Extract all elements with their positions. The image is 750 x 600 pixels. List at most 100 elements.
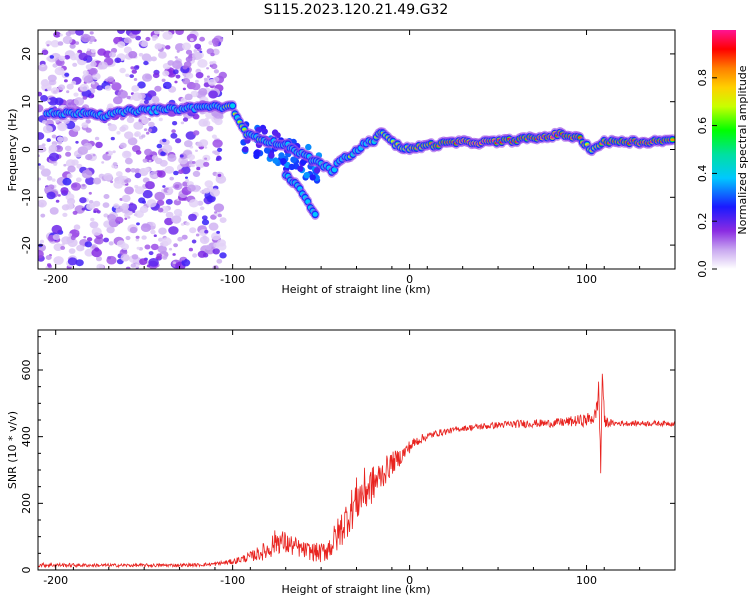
noise-speck (85, 177, 95, 185)
noise-speck (150, 243, 159, 251)
noise-speck (193, 130, 200, 136)
noise-speck (102, 202, 110, 208)
noise-speck (135, 150, 142, 155)
noise-speck (131, 92, 143, 101)
noise-speck (141, 235, 147, 240)
noise-speck (63, 163, 67, 167)
spectral-blob (297, 165, 304, 172)
noise-speck (191, 82, 201, 91)
noise-speck (57, 194, 61, 197)
noise-speck (185, 179, 190, 183)
noise-speck (146, 131, 150, 135)
noise-speck (178, 169, 184, 174)
noise-speck (42, 125, 53, 134)
noise-speck (157, 44, 162, 49)
noise-speck (195, 159, 206, 169)
noise-speck (107, 76, 115, 82)
spectral-ridge (331, 167, 337, 173)
noise-speck (145, 56, 153, 62)
x-tick-label: -100 (220, 273, 245, 286)
noise-speck (206, 67, 210, 70)
noise-speck (81, 122, 89, 128)
noise-speck (125, 235, 131, 241)
noise-speck (124, 131, 134, 140)
spectrogram-y-label: Frequency (Hz) (6, 109, 19, 192)
noise-speck (124, 179, 129, 183)
noise-speck (157, 245, 167, 254)
noise-speck (60, 245, 66, 250)
noise-speck (89, 31, 94, 35)
y-tick-label: 200 (20, 493, 33, 514)
noise-speck (195, 149, 198, 152)
noise-speck (84, 241, 93, 248)
noise-speck (48, 144, 58, 153)
noise-speck (139, 205, 149, 214)
noise-speck (113, 96, 123, 105)
noise-speck (216, 156, 222, 161)
noise-speck (185, 72, 194, 79)
noise-speck (57, 122, 68, 132)
colorbar: 0.0 0.2 0.4 0.6 0.8 Normalized spectral ampl… (696, 30, 749, 278)
noise-speck (41, 143, 46, 147)
noise-speck (39, 239, 45, 244)
noise-speck (107, 103, 114, 109)
noise-speck (38, 177, 41, 181)
noise-speck (91, 53, 96, 57)
noise-speck (126, 95, 131, 100)
noise-speck (144, 148, 153, 156)
noise-speck (52, 234, 60, 240)
noise-speck (38, 144, 46, 153)
noise-speck (161, 78, 166, 83)
noise-speck (96, 263, 104, 269)
snr-panel: -200 -100 0 100 0 200 400 600 Height of straig… (6, 329, 676, 596)
noise-speck (84, 248, 94, 257)
noise-speck (141, 117, 150, 125)
noise-speck (212, 42, 219, 47)
spectrogram-x-label: Height of straight line (km) (281, 283, 430, 296)
noise-speck (103, 194, 110, 199)
noise-speck (167, 154, 177, 162)
noise-speck (41, 49, 49, 56)
noise-speck (90, 61, 97, 67)
noise-speck (199, 236, 210, 244)
noise-speck (180, 223, 185, 226)
noise-speck (53, 256, 64, 265)
noise-speck (53, 31, 61, 38)
x-tick-label: -100 (220, 574, 245, 587)
noise-speck (146, 199, 157, 208)
x-tick-label: -200 (43, 273, 68, 286)
noise-speck (144, 244, 151, 250)
noise-speck (47, 263, 52, 267)
noise-speck (173, 243, 179, 248)
noise-speck (75, 30, 84, 36)
noise-speck (172, 253, 176, 256)
noise-speck (182, 78, 191, 85)
colorbar-ticks: 0.0 0.2 0.4 0.6 0.8 (696, 69, 717, 278)
noise-speck (64, 72, 70, 77)
noise-speck (45, 255, 52, 260)
noise-speck (197, 200, 204, 206)
noise-speck (218, 71, 227, 79)
noise-speck (66, 83, 74, 90)
noise-speck (40, 95, 48, 102)
noise-speck (167, 189, 171, 193)
noise-speck (189, 227, 197, 234)
noise-speck (79, 197, 87, 204)
colorbar-tick-label: 0.0 (696, 260, 709, 278)
noise-speck (110, 136, 115, 141)
noise-speck (106, 255, 117, 265)
noise-speck (101, 161, 105, 164)
noise-speck (193, 49, 198, 53)
noise-speck (145, 36, 151, 42)
noise-speck (51, 178, 56, 182)
noise-speck (120, 253, 130, 262)
noise-speck (216, 230, 221, 234)
noise-speck (188, 213, 197, 222)
noise-speck (103, 173, 113, 181)
noise-speck (96, 256, 102, 262)
spectral-blob (303, 172, 310, 179)
noise-speck (211, 197, 215, 200)
noise-speck (203, 187, 211, 194)
